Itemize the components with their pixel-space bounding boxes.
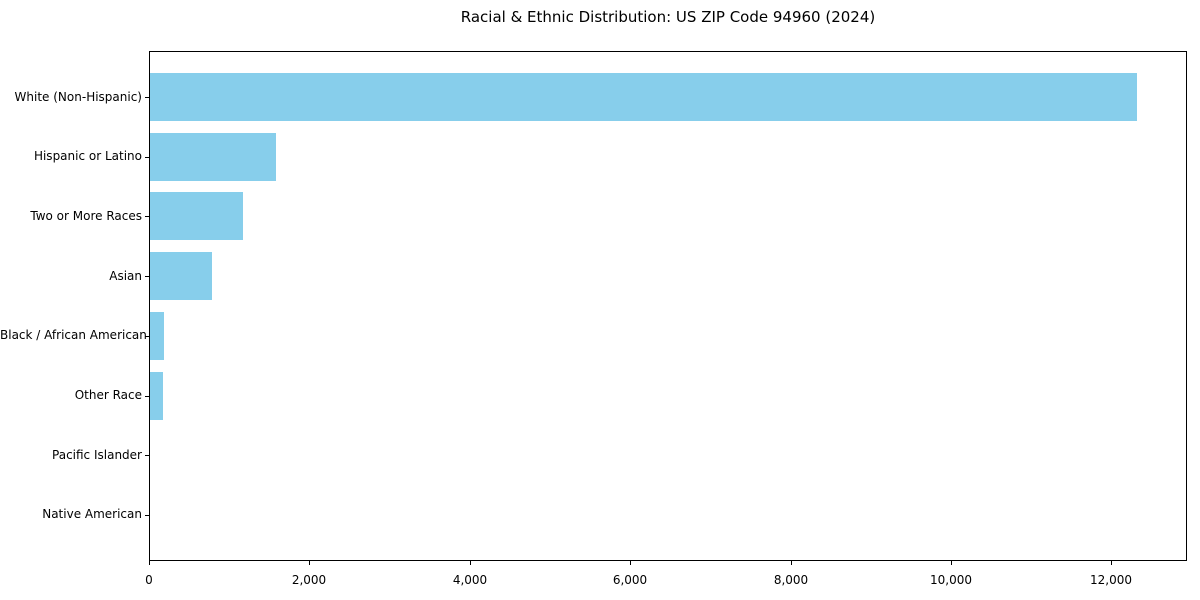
bar-white-non-hispanic <box>150 73 1137 121</box>
x-tick-mark <box>791 561 792 565</box>
x-tick-label-10000: 10,000 <box>930 573 972 587</box>
y-tick-mark <box>145 157 149 158</box>
x-tick-label-6000: 6,000 <box>612 573 648 587</box>
plot-area <box>149 51 1187 561</box>
x-tick-label-4000: 4,000 <box>452 573 488 587</box>
y-tick-mark <box>145 396 149 397</box>
y-tick-mark <box>145 336 149 337</box>
y-tick-label-native-american: Native American <box>42 507 142 521</box>
x-tick-label-12000: 12,000 <box>1090 573 1132 587</box>
y-tick-mark <box>145 455 149 456</box>
y-tick-label-white-non-hispanic: White (Non-Hispanic) <box>14 90 142 104</box>
bar-other-race <box>150 372 163 420</box>
y-tick-mark <box>145 276 149 277</box>
x-tick-label-8000: 8,000 <box>773 573 809 587</box>
x-tick-mark <box>309 561 310 565</box>
y-tick-label-hispanic-or-latino: Hispanic or Latino <box>33 149 142 163</box>
x-tick-mark <box>470 561 471 565</box>
chart-title: Racial & Ethnic Distribution: US ZIP Cod… <box>460 8 876 26</box>
y-tick-label-pacific-islander: Pacific Islander <box>52 448 142 462</box>
y-tick-mark <box>145 97 149 98</box>
x-tick-mark <box>1111 561 1112 565</box>
x-tick-label-2000: 2,000 <box>291 573 327 587</box>
bar-asian <box>150 252 212 300</box>
x-tick-label-0: 0 <box>145 573 153 587</box>
y-tick-label-black-african-american: Black / African American <box>0 328 147 342</box>
y-tick-label-asian: Asian <box>109 269 142 283</box>
bar-two-or-more-races <box>150 192 243 240</box>
y-tick-mark <box>145 216 149 217</box>
y-tick-label-two-or-more-races: Two or More Races <box>30 209 142 223</box>
bar-black-african-american <box>150 312 164 360</box>
bar-hispanic-or-latino <box>150 133 276 181</box>
y-tick-mark <box>145 515 149 516</box>
x-tick-mark <box>630 561 631 565</box>
x-tick-mark <box>149 561 150 565</box>
x-tick-mark <box>951 561 952 565</box>
y-tick-label-other-race: Other Race <box>74 388 142 402</box>
